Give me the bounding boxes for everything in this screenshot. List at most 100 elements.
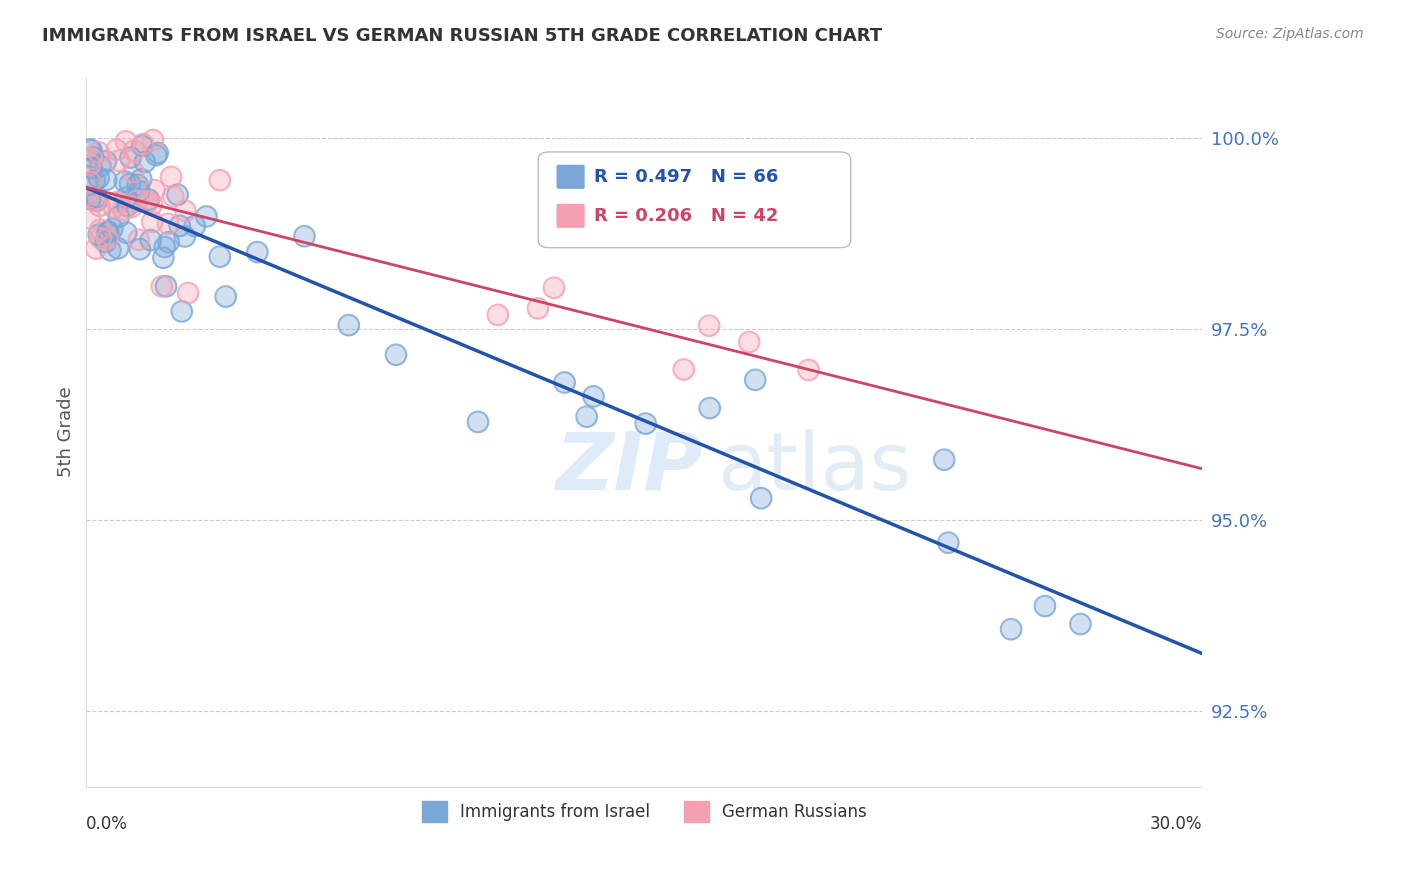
Point [582,389,605,403]
Point [128,184,150,198]
Point [80,161,103,176]
Point [122,165,145,179]
Point [84,194,107,208]
Point [699,401,721,415]
Legend: Immigrants from Israel, German Russians: Immigrants from Israel, German Russians [415,795,873,829]
Point [94,154,117,169]
Point [169,219,191,233]
Point [79,142,101,156]
Point [103,201,125,215]
Point [797,363,820,377]
Point [142,133,165,147]
Point [80,144,103,158]
Point [79,158,101,172]
Text: 0.0%: 0.0% [86,815,128,833]
Point [120,151,142,165]
Point [132,137,155,152]
Point [115,134,138,148]
Point [634,417,657,431]
Point [215,289,238,303]
Point [467,415,489,429]
Point [208,173,231,187]
Point [1033,599,1056,613]
Point [80,152,103,166]
Point [749,491,772,505]
Point [87,145,110,160]
Point [82,150,104,164]
Point [89,223,111,237]
Point [208,250,231,264]
Point [86,194,108,208]
Point [131,138,153,153]
Point [195,210,218,224]
Point [114,175,136,189]
Point [486,308,509,322]
Point [127,178,149,192]
Text: ZIP: ZIP [555,429,703,507]
Point [129,242,152,256]
Point [87,227,110,242]
Point [101,221,124,235]
Point [114,175,136,189]
Point [100,244,122,258]
Point [79,175,101,189]
Point [337,318,360,332]
Point [155,279,177,293]
Point [1069,617,1091,632]
Point [108,210,131,224]
Point [89,199,111,213]
Point [80,144,103,158]
Point [128,184,150,198]
Point [208,250,231,264]
Point [1000,622,1022,636]
Point [141,197,163,211]
Point [105,143,128,157]
Point [184,219,207,233]
Point [87,170,110,185]
Point [195,210,218,224]
Point [749,491,772,505]
Point [79,178,101,192]
Point [97,226,120,240]
Point [934,452,956,467]
Point [160,169,183,184]
Point [936,535,959,549]
Point [117,199,139,213]
Point [115,226,138,240]
Point [94,235,117,249]
Point [83,174,105,188]
Point [738,334,761,349]
Point [97,226,120,240]
Point [184,219,207,233]
Point [215,289,238,303]
Point [79,211,101,226]
Text: R = 0.206   N = 42: R = 0.206 N = 42 [593,207,779,225]
Point [112,202,135,217]
Point [79,192,101,206]
Point [122,144,145,158]
Point [120,151,142,165]
Point [150,279,173,293]
Point [527,301,550,316]
Point [129,172,152,186]
Point [575,409,598,424]
Point [108,153,131,168]
Point [89,160,111,174]
Point [173,229,195,244]
Point [142,133,165,147]
Point [118,177,141,191]
Point [101,221,124,235]
Point [145,148,167,162]
Point [934,452,956,467]
FancyBboxPatch shape [557,165,583,188]
Point [138,193,160,207]
Point [146,145,169,160]
Point [141,215,163,229]
Point [160,169,183,184]
Point [634,417,657,431]
Point [672,362,695,376]
Y-axis label: 5th Grade: 5th Grade [58,387,75,477]
Point [139,233,162,247]
Point [162,189,184,203]
Point [94,154,117,169]
